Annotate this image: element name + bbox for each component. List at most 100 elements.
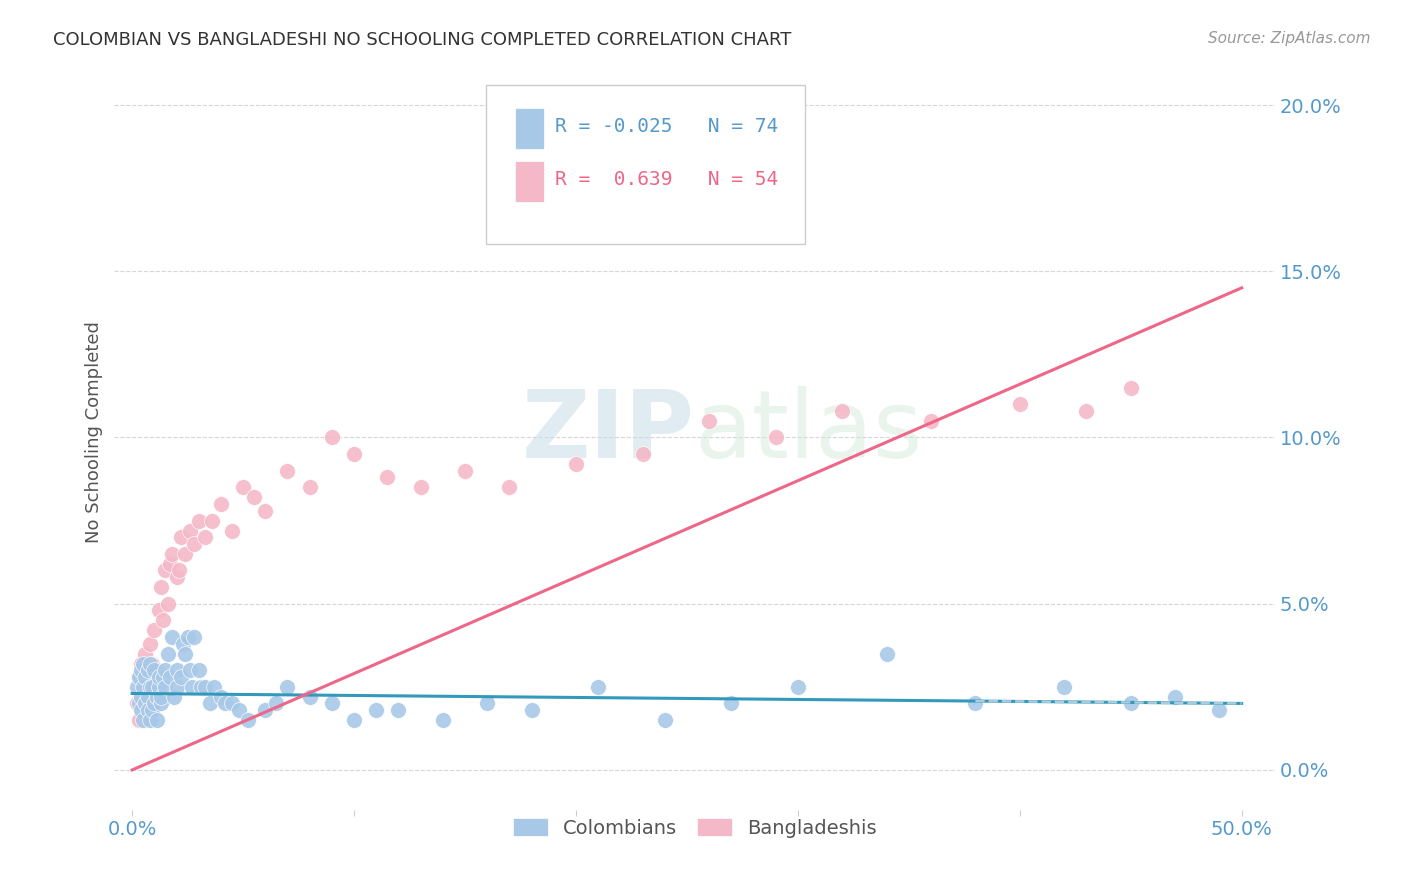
Point (343, 447, 366, 461)
Point (156, 647, 179, 661)
Point (132, 670, 155, 684)
Point (155, 663, 177, 677)
Point (276, 680, 298, 694)
Point (172, 637, 194, 651)
Point (498, 480, 520, 494)
Point (136, 703, 159, 717)
Point (148, 680, 170, 694)
Point (141, 657, 163, 671)
Point (520, 703, 543, 717)
Point (170, 530, 193, 544)
Point (128, 670, 150, 684)
Point (965, 697, 987, 711)
Point (720, 697, 742, 711)
Point (179, 524, 201, 538)
Point (266, 697, 288, 711)
Point (160, 630, 183, 644)
Point (221, 524, 243, 538)
Point (202, 680, 225, 694)
Point (654, 713, 676, 727)
Point (454, 464, 477, 478)
Point (1053, 680, 1076, 694)
Y-axis label: No Schooling Completed: No Schooling Completed (86, 321, 103, 543)
Point (1008, 397, 1031, 411)
Point (170, 670, 193, 684)
Point (139, 637, 162, 651)
Point (129, 690, 152, 704)
Point (343, 713, 366, 727)
Point (129, 703, 152, 717)
Point (243, 491, 266, 505)
Text: R = -0.025   N = 74: R = -0.025 N = 74 (555, 118, 779, 136)
Point (786, 680, 808, 694)
Point (134, 680, 156, 694)
Point (176, 630, 198, 644)
Point (141, 703, 163, 717)
Point (209, 497, 232, 511)
Point (166, 680, 188, 694)
Point (183, 537, 205, 551)
Point (150, 697, 173, 711)
Point (1164, 690, 1187, 704)
Point (148, 670, 170, 684)
Point (143, 624, 166, 638)
Point (228, 703, 250, 717)
Text: ZIP: ZIP (522, 386, 695, 478)
Point (152, 613, 174, 627)
Point (150, 580, 173, 594)
Point (432, 713, 454, 727)
Point (136, 663, 159, 677)
Point (321, 697, 343, 711)
Point (1076, 404, 1098, 418)
Point (160, 547, 183, 561)
Point (232, 480, 254, 494)
Point (765, 430, 787, 444)
Point (194, 530, 217, 544)
Point (150, 690, 173, 704)
Point (139, 657, 162, 671)
Point (134, 670, 156, 684)
Point (366, 703, 388, 717)
Point (409, 480, 432, 494)
FancyBboxPatch shape (486, 86, 804, 244)
Point (477, 697, 499, 711)
Point (155, 680, 177, 694)
Point (214, 697, 236, 711)
Point (129, 663, 152, 677)
Point (128, 713, 150, 727)
Point (129, 690, 152, 704)
Point (166, 663, 188, 677)
Point (174, 647, 197, 661)
Point (145, 713, 167, 727)
Point (148, 603, 170, 617)
Point (631, 447, 654, 461)
Point (1208, 703, 1230, 717)
Point (132, 703, 155, 717)
Point (209, 690, 232, 704)
Point (276, 464, 298, 478)
Point (187, 663, 209, 677)
Text: Source: ZipAtlas.com: Source: ZipAtlas.com (1208, 31, 1371, 46)
Point (139, 713, 162, 727)
Point (159, 670, 181, 684)
Point (920, 414, 942, 428)
Point (166, 570, 188, 584)
Text: COLOMBIAN VS BANGLADESHI NO SCHOOLING COMPLETED CORRELATION CHART: COLOMBIAN VS BANGLADESHI NO SCHOOLING CO… (53, 31, 792, 49)
Point (145, 690, 167, 704)
Point (1119, 381, 1142, 395)
Point (136, 690, 159, 704)
Point (876, 647, 898, 661)
Point (145, 663, 167, 677)
Point (190, 680, 212, 694)
Point (236, 713, 259, 727)
Point (201, 514, 224, 528)
Point (132, 713, 155, 727)
Point (198, 697, 221, 711)
Point (167, 564, 190, 578)
Point (143, 663, 166, 677)
Point (181, 680, 204, 694)
Point (141, 680, 163, 694)
Point (183, 630, 205, 644)
Legend: Colombians, Bangladeshis: Colombians, Bangladeshis (505, 811, 884, 846)
Point (697, 414, 720, 428)
